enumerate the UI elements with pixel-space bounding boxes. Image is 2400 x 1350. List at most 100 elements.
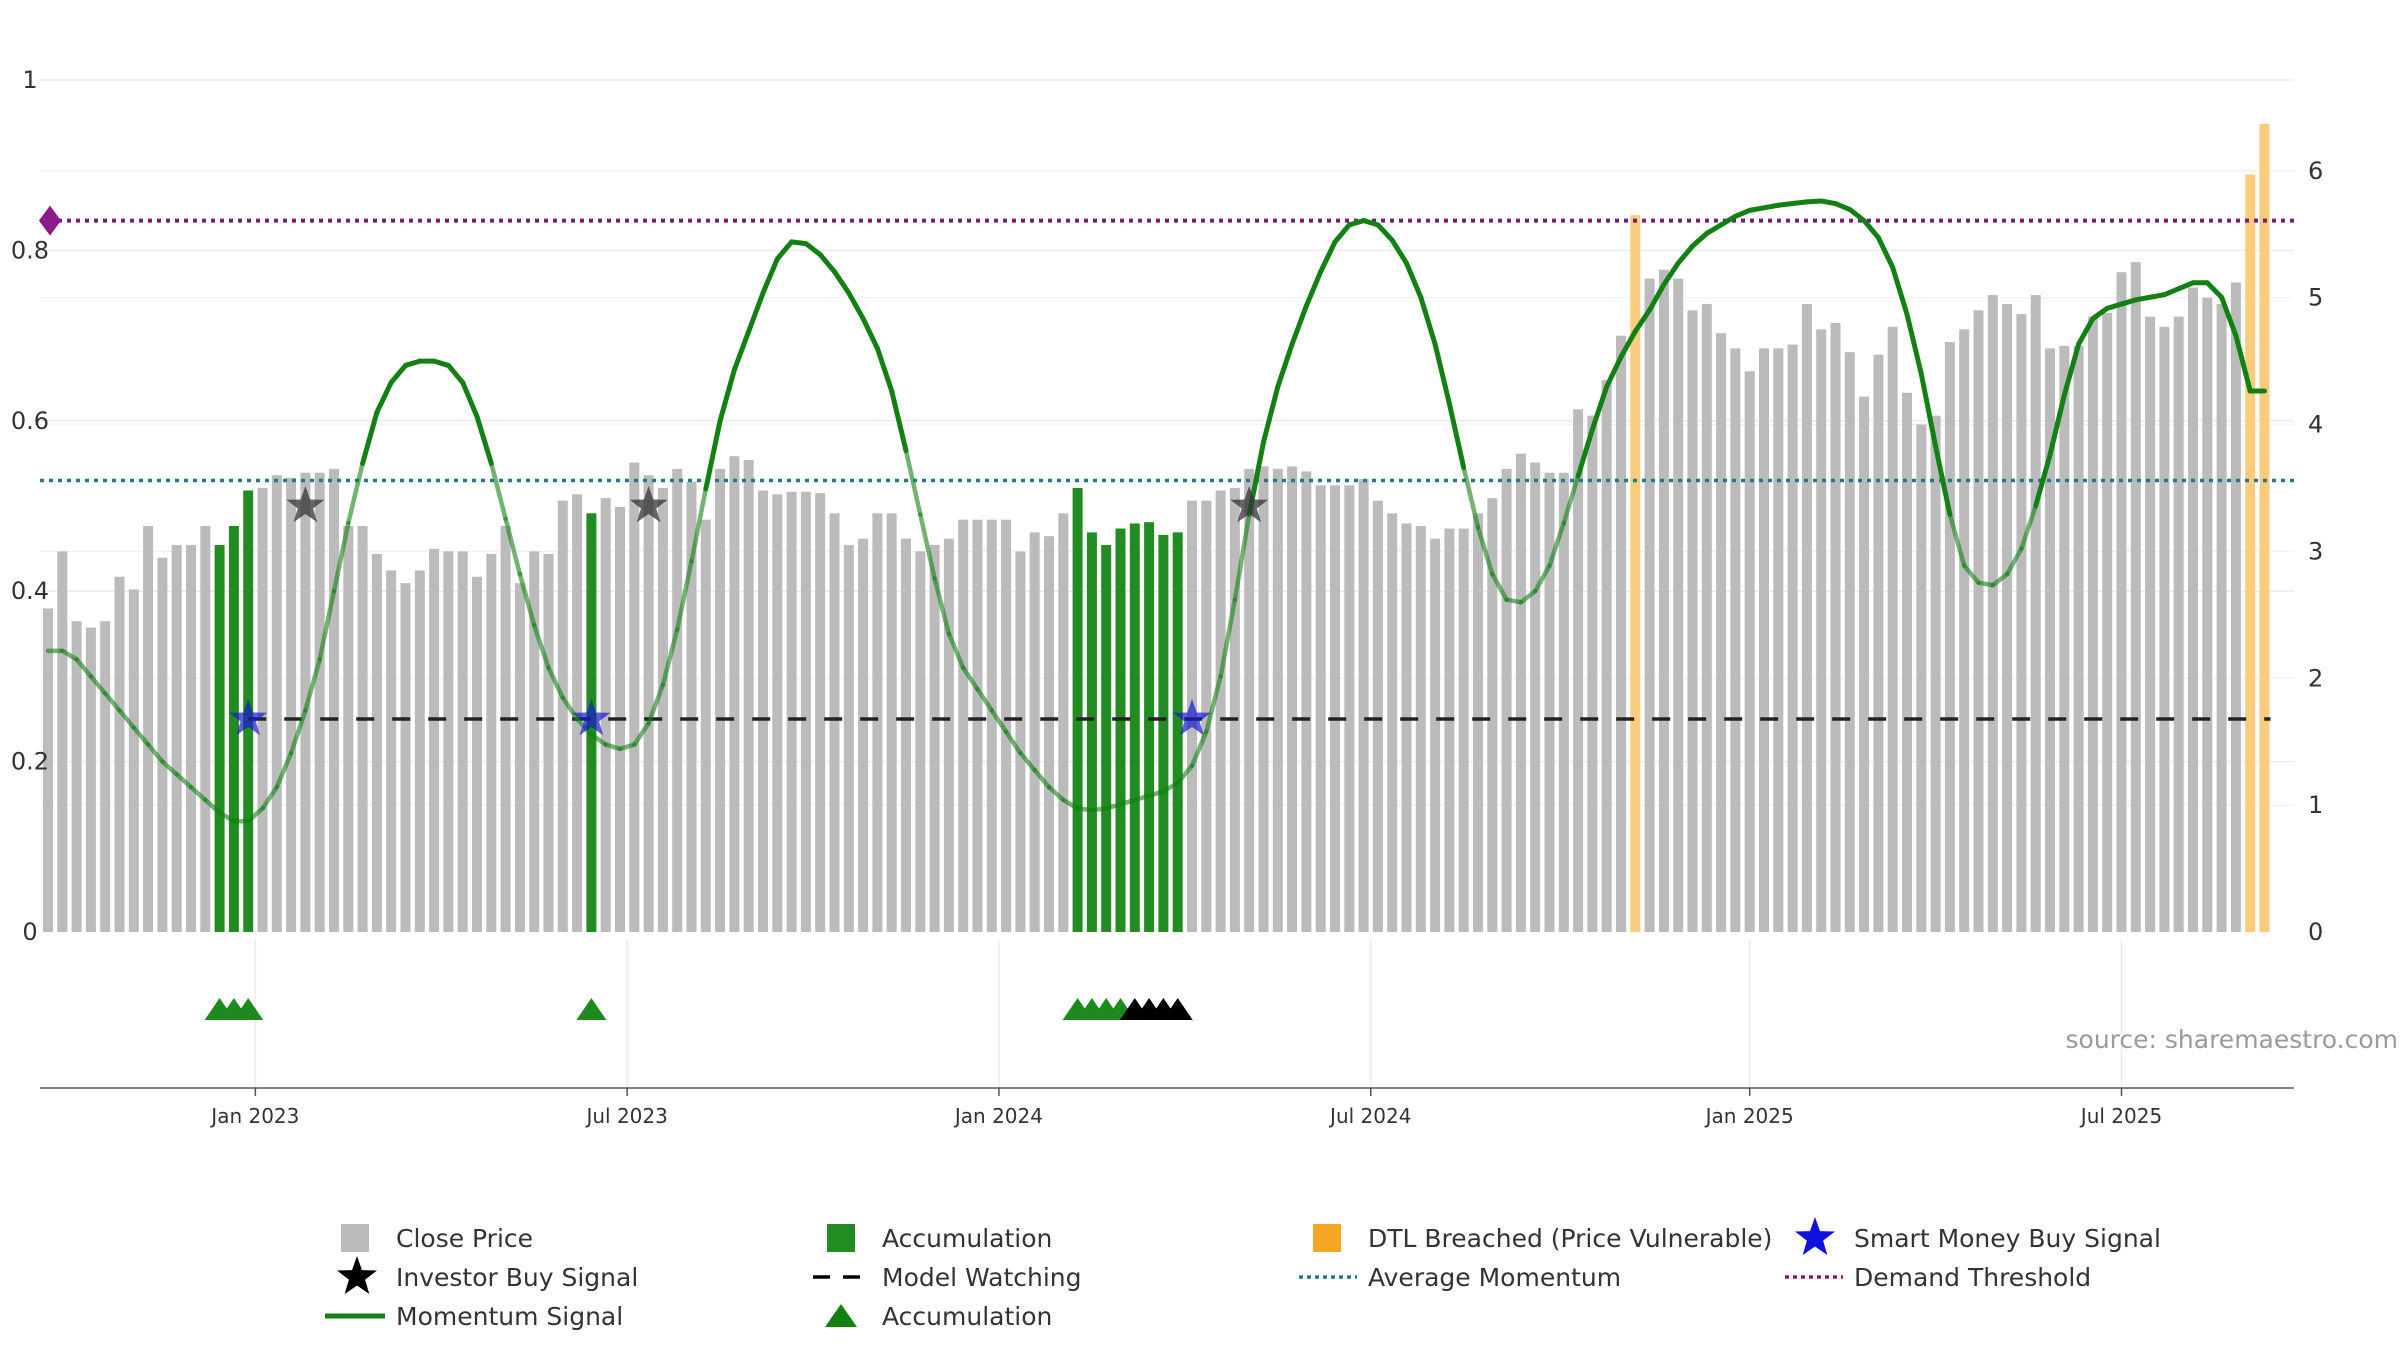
x-tick-label: Jan 2025 (1704, 1104, 1794, 1128)
close-price-bar (1973, 310, 1984, 932)
close-price-bar (1430, 538, 1441, 932)
close-price-bar (915, 551, 926, 932)
close-price-bar (1458, 528, 1469, 932)
legend-label: Demand Threshold (1854, 1263, 2091, 1292)
momentum-segment (1561, 473, 1581, 526)
legend-item: Demand Threshold (1785, 1263, 2091, 1292)
close-price-bar (2130, 262, 2141, 933)
momentum-segment (946, 631, 966, 671)
momentum-segment (217, 810, 237, 824)
close-price-bar (357, 526, 368, 932)
close-price-bar (2059, 345, 2070, 932)
close-price-bar (972, 519, 983, 932)
momentum-segment (1389, 237, 1409, 266)
close-price-bar (1258, 466, 1269, 932)
close-price-bar (1558, 472, 1569, 932)
momentum-segment (1904, 311, 1924, 377)
close-price-bar (1744, 371, 1755, 932)
accumulation-bar (1101, 545, 1112, 932)
legend-label: Accumulation (882, 1302, 1052, 1331)
momentum-segment (388, 362, 408, 385)
close-price-bar (672, 468, 683, 932)
momentum-segment (717, 367, 737, 424)
close-price-bar (2216, 303, 2227, 932)
close-price-bar (829, 513, 840, 932)
momentum-segment (760, 256, 780, 296)
close-price-bar (886, 513, 897, 932)
close-price-bar (2045, 348, 2055, 932)
momentum-segment (2204, 280, 2225, 300)
legend-item: Model Watching (813, 1263, 1082, 1292)
close-price-bar (1930, 415, 1941, 932)
close-price-bar (1916, 424, 1927, 932)
close-price-bar (1287, 466, 1298, 932)
legend-label: Momentum Signal (396, 1302, 623, 1331)
close-price-bar (2016, 314, 2027, 932)
momentum-segment (746, 290, 766, 334)
momentum-segment (1961, 563, 1981, 585)
close-price-bar (758, 490, 768, 932)
momentum-segment (803, 241, 823, 258)
momentum-segment (703, 418, 723, 492)
right-tick-label: 3 (2308, 537, 2323, 565)
close-price-bar (1372, 500, 1383, 932)
close-price-bar (1716, 333, 1727, 932)
momentum-segment (1632, 307, 1653, 334)
close-price-bar (1887, 326, 1898, 932)
close-price-bar (1272, 468, 1283, 932)
close-price-bar (657, 487, 668, 932)
close-price-bar (1658, 269, 1669, 932)
close-price-bar (43, 608, 53, 932)
close-price-bar (114, 576, 125, 932)
momentum-segment (88, 674, 108, 696)
momentum-segment (274, 750, 294, 790)
accumulation-triangle (233, 998, 264, 1020)
close-price-bar (1358, 479, 1369, 932)
close-price-bar (1515, 453, 1526, 932)
momentum-segment (1303, 269, 1324, 309)
accumulation-bar (1086, 532, 1097, 932)
close-price-bar (1902, 392, 1912, 932)
close-price-bar (743, 460, 754, 932)
momentum-segment (1704, 222, 1724, 236)
momentum-segment (1118, 797, 1138, 807)
close-price-bar (1544, 472, 1555, 932)
close-price-bar (1844, 352, 1855, 932)
legend-label: Close Price (396, 1224, 533, 1253)
momentum-segment (1446, 401, 1467, 471)
momentum-segment (2176, 280, 2196, 292)
close-price-bar (1501, 468, 1512, 932)
momentum-segment (2033, 452, 2053, 509)
close-price-bar (2102, 312, 2113, 933)
momentum-segment (1732, 207, 1753, 219)
momentum-segment (1332, 222, 1352, 245)
dtl-breached-bar (2259, 123, 2270, 932)
close-price-bar (1959, 329, 1970, 932)
close-price-bar (1616, 335, 1626, 932)
close-price-bar (1687, 310, 1698, 932)
smart-money-buy-star (1173, 699, 1211, 736)
close-price-bar (371, 553, 382, 932)
close-price-bar (429, 548, 440, 932)
momentum-segment (832, 269, 852, 296)
close-price-bar (1315, 485, 1326, 932)
close-price-bar (500, 526, 511, 932)
momentum-segment (617, 742, 637, 752)
momentum-segment (1504, 597, 1524, 605)
momentum-segment (160, 759, 179, 777)
momentum-segment (2004, 546, 2024, 577)
momentum-segment (975, 686, 995, 713)
close-price-bar (2073, 345, 2084, 932)
close-price-bar (128, 589, 139, 932)
momentum-segment (1718, 213, 1738, 228)
momentum-segment (531, 623, 551, 671)
close-price-bar (1415, 526, 1426, 932)
legend-item: Average Momentum (1299, 1263, 1621, 1292)
left-tick-label: 0.8 (11, 236, 49, 264)
momentum-segment (145, 742, 165, 764)
momentum-segment (674, 559, 694, 632)
momentum-segment (632, 721, 651, 747)
close-price-bar (1873, 354, 1884, 932)
close-price-bar (2188, 287, 2198, 933)
close-price-bar (1801, 303, 1812, 932)
